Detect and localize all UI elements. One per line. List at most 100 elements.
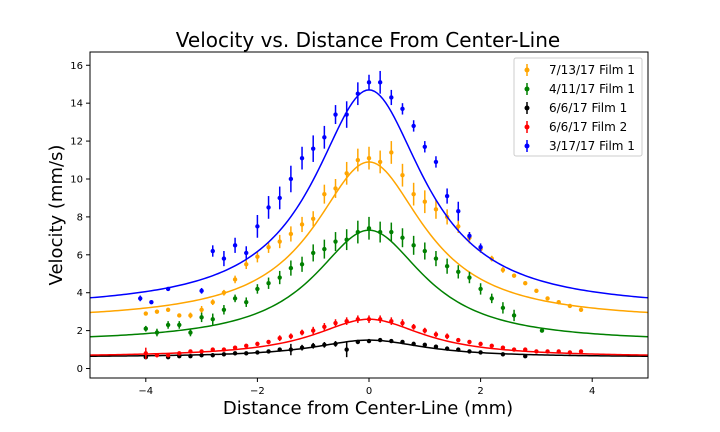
plot-series (90, 70, 648, 360)
data-point (578, 307, 584, 312)
data-point (545, 349, 550, 354)
data-point (299, 222, 305, 227)
data-point (288, 265, 294, 271)
data-point (266, 281, 271, 286)
legend-label: 3/17/17 Film 1 (549, 139, 635, 153)
data-point (478, 245, 483, 250)
data-point (221, 290, 227, 295)
data-point (165, 322, 171, 328)
y-tick-label: 8 (77, 212, 83, 223)
data-point (143, 351, 148, 356)
data-point (277, 275, 282, 280)
fit-curve (90, 89, 648, 299)
data-point (232, 345, 238, 350)
data-point (311, 216, 316, 221)
data-point (255, 341, 260, 347)
data-point (322, 191, 327, 197)
data-point (255, 224, 260, 229)
data-point (221, 352, 227, 357)
fit-curve (90, 318, 648, 356)
data-point (355, 157, 361, 163)
data-point (255, 254, 260, 259)
data-point (154, 353, 160, 358)
data-point (288, 176, 294, 182)
data-point (545, 296, 550, 301)
data-point (377, 229, 383, 235)
data-point (143, 311, 148, 316)
plot-frame (89, 51, 649, 379)
legend-box (513, 57, 643, 157)
data-point (165, 286, 171, 292)
data-point (456, 347, 461, 352)
data-point (511, 273, 517, 278)
legend-marker-dot (524, 105, 530, 111)
data-point (154, 309, 160, 314)
y-tick-label: 4 (77, 288, 83, 299)
data-point (244, 343, 249, 348)
data-point (377, 337, 383, 343)
data-point (344, 112, 349, 117)
data-point (299, 155, 305, 161)
data-point (199, 307, 204, 312)
data-point (400, 320, 405, 326)
x-tick-label: −2 (250, 386, 265, 397)
data-point (500, 267, 506, 273)
data-point (221, 347, 227, 352)
data-point (210, 353, 215, 358)
data-point (277, 347, 282, 352)
data-point (400, 235, 405, 240)
data-point (456, 209, 461, 214)
data-point (188, 349, 193, 354)
data-point (210, 317, 215, 322)
data-point (311, 250, 316, 256)
data-point (467, 349, 472, 354)
data-point (411, 191, 416, 197)
data-point (355, 339, 361, 345)
data-point (299, 262, 305, 267)
data-point (266, 245, 271, 250)
data-point (478, 350, 483, 355)
data-point (333, 112, 338, 117)
data-point (444, 346, 450, 351)
data-point (210, 299, 215, 305)
data-point (277, 239, 282, 244)
legend-item: 6/6/17 Film 1 (524, 101, 627, 115)
legend-label: 6/6/17 Film 2 (549, 120, 627, 134)
legend-marker-dot (524, 86, 530, 92)
legend-marker-dot (524, 143, 530, 149)
data-point (266, 205, 271, 210)
data-point (333, 239, 338, 244)
data-point (411, 123, 416, 129)
data-point (422, 342, 427, 348)
data-point (177, 351, 182, 356)
data-point (433, 207, 439, 212)
data-point (355, 91, 361, 96)
data-point (288, 347, 294, 352)
x-axis-label: Distance from Center-Line (mm) (223, 398, 513, 419)
data-point (288, 334, 294, 339)
data-point (165, 307, 171, 312)
series-4/11/17 Film 1 (90, 216, 648, 338)
data-point (188, 313, 193, 318)
series-6/6/17 Film 2 (90, 315, 648, 360)
plot-area (90, 70, 648, 360)
data-point (478, 341, 483, 347)
data-point (422, 144, 427, 149)
data-point (511, 347, 517, 352)
data-point (433, 159, 439, 165)
data-point (188, 354, 193, 359)
x-tick-label: 0 (366, 386, 372, 397)
legend-item: 4/11/17 Film 1 (524, 82, 635, 96)
data-point (389, 318, 394, 324)
data-point (322, 342, 327, 348)
y-axis-label: Velocity (mm/s) (46, 145, 67, 286)
data-point (422, 199, 427, 204)
y-tick-label: 12 (70, 137, 83, 148)
data-point (366, 155, 372, 161)
legend-item: 6/6/17 Film 2 (524, 120, 627, 134)
data-point (467, 275, 472, 280)
data-point (149, 299, 154, 305)
data-point (232, 351, 238, 356)
data-point (277, 195, 282, 201)
